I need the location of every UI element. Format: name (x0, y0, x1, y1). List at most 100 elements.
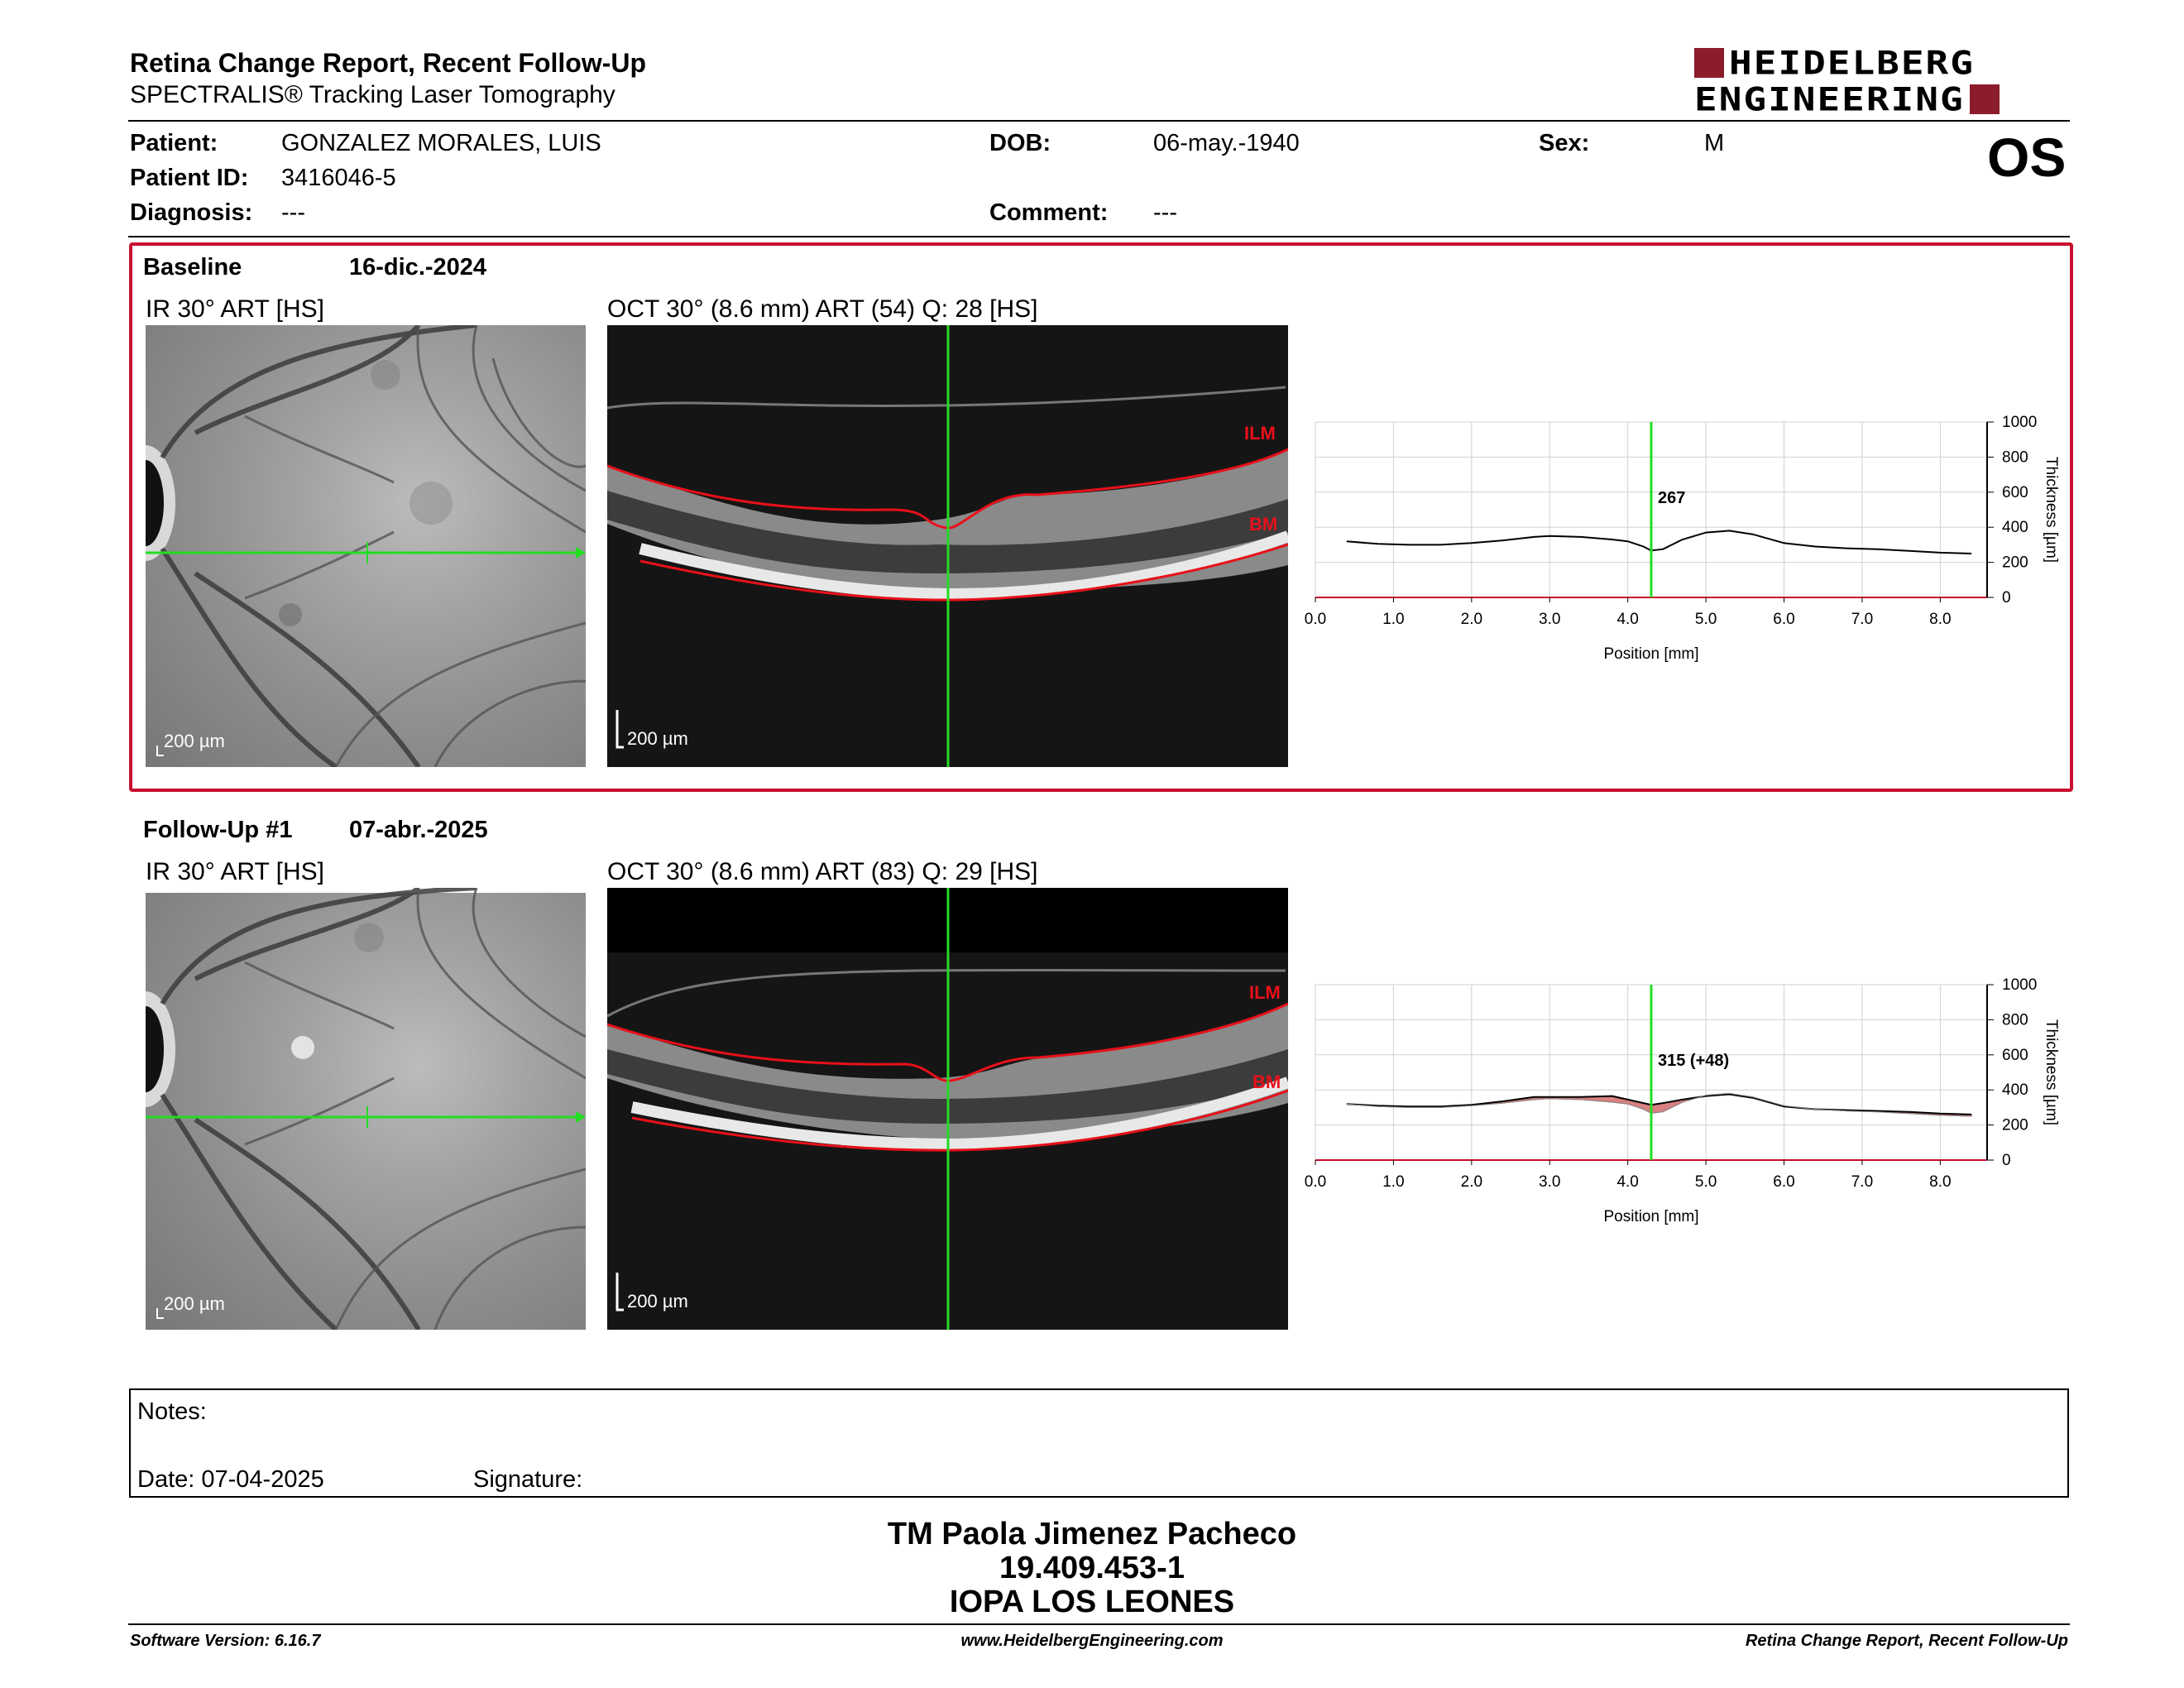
y-tick-label: 200 (2002, 1117, 2028, 1134)
y-axis-label: Thickness [µm] (2043, 1019, 2060, 1125)
followup-oct-scale: 200 µm (627, 1291, 688, 1312)
followup-ir-caption: IR 30° ART [HS] (146, 858, 324, 885)
y-tick-label: 0 (2002, 589, 2011, 607)
operator-id: 19.409.453-1 (999, 1551, 1185, 1585)
x-tick-label: 5.0 (1695, 1173, 1717, 1191)
patient-name: GONZALEZ MORALES, LUIS (281, 130, 601, 156)
x-tick-label: 2.0 (1461, 611, 1482, 628)
oct-bscan-drawing (607, 325, 1288, 767)
operator-center: IOPA LOS LEONES (949, 1585, 1235, 1619)
y-tick-label: 200 (2002, 554, 2028, 572)
comment-value: --- (1153, 199, 1177, 226)
x-tick-label: 0.0 (1305, 1173, 1326, 1191)
date-label: Date: 07-04-2025 (137, 1466, 324, 1493)
logo-line1: HEIDELBERG (1729, 44, 1975, 82)
x-tick-label: 7.0 (1851, 1173, 1873, 1191)
thickness-difference-area (1346, 1092, 1972, 1117)
baseline-ilm-label: ILM (1244, 423, 1276, 444)
diagnosis-label: Diagnosis: (130, 199, 253, 226)
notes-label: Notes: (137, 1398, 207, 1425)
x-tick-label: 7.0 (1851, 611, 1873, 628)
followup-oct-caption: OCT 30° (8.6 mm) ART (83) Q: 29 [HS] (607, 858, 1038, 885)
y-tick-label: 800 (2002, 1011, 2028, 1029)
logo-row2: ENGINEERING (1694, 83, 2000, 116)
sex-label: Sex: (1539, 130, 1590, 156)
followup-thickness-chart: 0.0 1.0 2.0 3.0 4.0 5.0 6.0 7.0 8.0 0 200 400 600 800… (1299, 976, 2093, 1254)
followup-oct-image[interactable]: ILM BM 200 µm (607, 888, 1288, 1330)
y-tick-label: 600 (2002, 1047, 2028, 1064)
thickness-chart-svg: 0.0 1.0 2.0 3.0 4.0 5.0 6.0 7.0 8.0 0 200 400 600 800… (1305, 976, 2060, 1225)
eye-label: OS (1987, 127, 2067, 188)
x-tick-label: 2.0 (1461, 1173, 1482, 1191)
thickness-line (1346, 530, 1972, 554)
y-tick-label: 800 (2002, 448, 2028, 466)
ir-fundus-drawing (146, 325, 586, 767)
followup-ir-image[interactable]: 200 µm (146, 888, 586, 1330)
logo-square2 (1969, 84, 2000, 114)
x-tick-label: 6.0 (1773, 611, 1794, 628)
notes-box[interactable]: Notes: Date: 07-04-2025 Signature: (129, 1388, 2069, 1498)
report-subtitle: SPECTRALIS® Tracking Laser Tomography (130, 81, 615, 108)
y-tick-label: 1000 (2002, 976, 2037, 994)
patient-id: 3416046-5 (281, 165, 396, 191)
sex-value: M (1704, 130, 1725, 156)
logo-line2: ENGINEERING (1694, 80, 1965, 118)
x-axis-label: Position [mm] (1603, 1208, 1698, 1225)
patient-label: Patient: (130, 130, 218, 156)
x-tick-label: 1.0 (1382, 611, 1404, 628)
followup-ir-scale: 200 µm (164, 1293, 225, 1314)
patient-id-label: Patient ID: (130, 165, 249, 191)
baseline-ir-image[interactable]: 200 µm (146, 325, 586, 767)
footer-version: Software Version: 6.16.7 (130, 1632, 321, 1650)
comment-label: Comment: (989, 199, 1109, 226)
x-tick-label: 8.0 (1929, 611, 1951, 628)
x-axis-label: Position [mm] (1603, 645, 1698, 663)
dob-label: DOB: (989, 130, 1051, 156)
footer-rule (128, 1623, 2070, 1625)
followup-date: 07-abr.-2025 (349, 817, 488, 843)
signature-label: Signature: (473, 1466, 583, 1493)
baseline-date: 16-dic.-2024 (349, 254, 487, 281)
baseline-oct-image[interactable]: ILM BM 200 µm (607, 325, 1288, 767)
baseline-oct-caption: OCT 30° (8.6 mm) ART (54) Q: 28 [HS] (607, 295, 1038, 323)
oct-bscan-drawing-followup (607, 888, 1288, 1330)
diagnosis-value: --- (281, 199, 305, 226)
baseline-ir-scale: 200 µm (164, 731, 225, 751)
followup-bm-label: BM (1252, 1072, 1281, 1092)
ir-fundus-drawing-followup (146, 888, 586, 1330)
followup-label: Follow-Up #1 (143, 817, 293, 843)
baseline-bm-label: BM (1249, 514, 1278, 535)
baseline-thickness-chart: 0.0 1.0 2.0 3.0 4.0 5.0 6.0 7.0 8.0 0 200 400 600 800… (1299, 414, 2093, 691)
marker-value-label: 267 (1658, 489, 1685, 507)
baseline-label: Baseline (143, 254, 242, 281)
followup-ilm-label: ILM (1249, 982, 1281, 1003)
patient-rule (128, 236, 2070, 237)
y-tick-label: 600 (2002, 484, 2028, 501)
header-rule (128, 120, 2070, 122)
y-tick-label: 0 (2002, 1152, 2011, 1169)
baseline-frame (129, 242, 2073, 792)
x-tick-label: 3.0 (1539, 611, 1560, 628)
logo: HEIDELBERG (1694, 46, 1975, 79)
dob-value: 06-may.-1940 (1153, 130, 1300, 156)
y-tick-label: 400 (2002, 519, 2028, 536)
x-tick-label: 4.0 (1616, 611, 1638, 628)
x-tick-label: 1.0 (1382, 1173, 1404, 1191)
x-tick-label: 4.0 (1616, 1173, 1638, 1191)
x-tick-label: 0.0 (1305, 611, 1326, 628)
report-title: Retina Change Report, Recent Follow-Up (130, 48, 647, 78)
logo-square (1694, 48, 1724, 78)
y-tick-label: 400 (2002, 1081, 2028, 1099)
x-tick-label: 3.0 (1539, 1173, 1560, 1191)
x-tick-label: 5.0 (1695, 611, 1717, 628)
operator-name: TM Paola Jimenez Pacheco (887, 1517, 1297, 1551)
baseline-ir-caption: IR 30° ART [HS] (146, 295, 324, 323)
thickness-chart-svg: 0.0 1.0 2.0 3.0 4.0 5.0 6.0 7.0 8.0 0 200 400 600 800… (1305, 414, 2060, 663)
x-tick-label: 6.0 (1773, 1173, 1794, 1191)
marker-value-label: 315 (+48) (1658, 1052, 1729, 1070)
footer-report: Retina Change Report, Recent Follow-Up (1745, 1632, 2068, 1650)
y-axis-label: Thickness [µm] (2043, 457, 2060, 563)
footer-website: www.HeidelbergEngineering.com (960, 1632, 1224, 1650)
x-tick-label: 8.0 (1929, 1173, 1951, 1191)
baseline-oct-scale: 200 µm (627, 728, 688, 749)
